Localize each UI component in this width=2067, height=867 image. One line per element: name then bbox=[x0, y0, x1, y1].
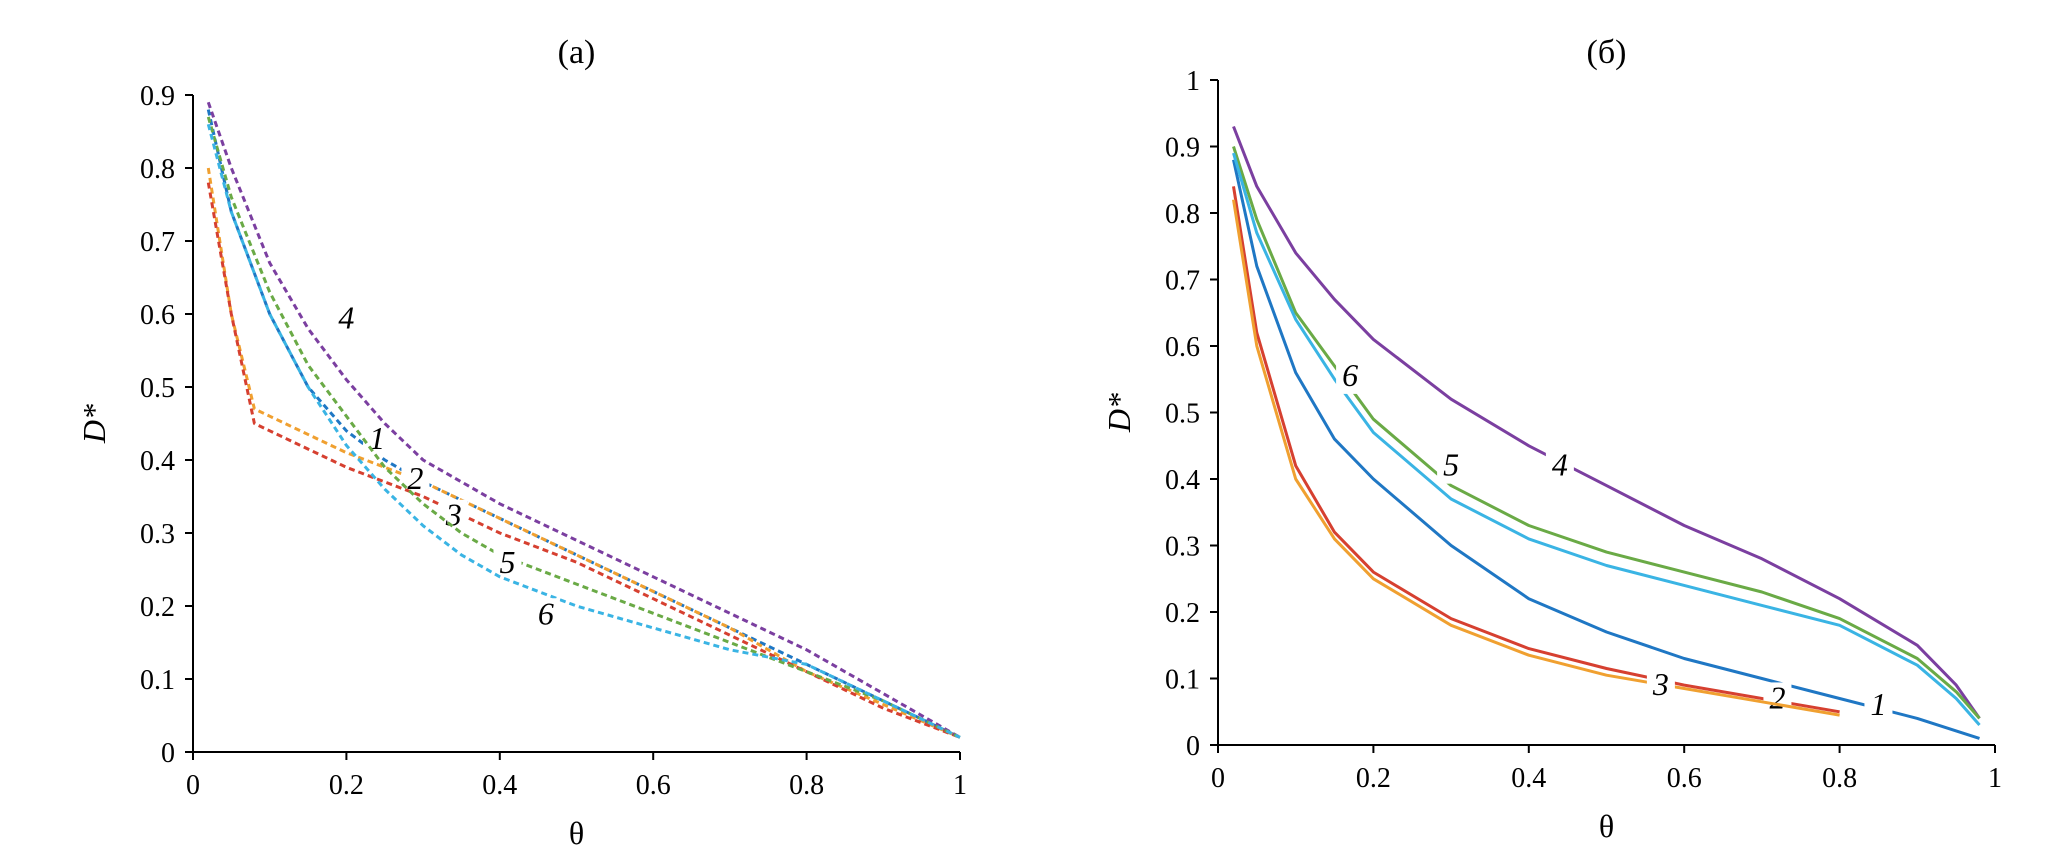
series-label-3: 3 bbox=[1652, 666, 1669, 702]
y-tick-label: 0.8 bbox=[1165, 199, 1200, 230]
series-label-backdrop bbox=[1864, 689, 1893, 724]
series-label-5: 5 bbox=[499, 544, 515, 580]
series-line-6 bbox=[206, 123, 961, 739]
series-label-6: 6 bbox=[1342, 357, 1358, 393]
series-line-2 bbox=[1232, 186, 1840, 714]
series-line-3 bbox=[206, 182, 961, 739]
series-line-1 bbox=[1232, 159, 1980, 740]
series-line-6 bbox=[1232, 152, 1981, 726]
series-label-backdrop bbox=[1437, 449, 1466, 484]
x-axis-label: θ bbox=[569, 815, 584, 851]
series-line-5 bbox=[206, 116, 961, 739]
x-tick-label: 0.4 bbox=[1511, 763, 1546, 794]
series-line-2 bbox=[206, 167, 961, 739]
y-axis-label: D* bbox=[1101, 393, 1137, 433]
y-tick-label: 0.5 bbox=[140, 373, 175, 404]
series-label-3: 3 bbox=[445, 497, 462, 533]
series-label-2: 2 bbox=[407, 460, 423, 496]
panel-b-chart: (б) 0 0.2 0.4 0.6 0.8 1 0 0.1 0.2 0.3 0.4 0.5 0.6 0.7 0… bbox=[1101, 34, 2002, 844]
x-tick-label: 0.2 bbox=[1356, 763, 1391, 794]
y-tick-label: 0.8 bbox=[140, 154, 175, 185]
series-label-backdrop bbox=[1545, 449, 1574, 484]
y-tick-label: 0.4 bbox=[140, 446, 175, 477]
panel-a-title: (а) bbox=[558, 34, 596, 71]
x-tick-label: 0.4 bbox=[482, 770, 517, 801]
series-label-1: 1 bbox=[369, 420, 385, 456]
x-tick-label: 0.6 bbox=[636, 770, 671, 801]
y-tick-label: 0.2 bbox=[140, 592, 175, 623]
y-tick-label: 0.7 bbox=[140, 227, 175, 258]
y-tick-label: 0.9 bbox=[140, 81, 175, 112]
series-label-1: 1 bbox=[1870, 686, 1886, 722]
series-line-4 bbox=[206, 101, 961, 739]
series-label-backdrop bbox=[439, 499, 468, 534]
series-label-backdrop bbox=[363, 423, 392, 458]
y-tick-label: 0.6 bbox=[140, 300, 175, 331]
series-label-5: 5 bbox=[1443, 447, 1459, 483]
x-tick-label: 0.8 bbox=[789, 770, 824, 801]
series-label-backdrop bbox=[1336, 359, 1365, 394]
y-tick-label: 0.1 bbox=[1165, 665, 1200, 696]
y-tick-label: 0.6 bbox=[1165, 332, 1200, 363]
y-tick-label: 0.2 bbox=[1165, 598, 1200, 629]
panel-a-chart: (а) 0 0.2 0.4 0.6 0.8 1 0 0.1 0.2 0.3 0.4 0.5 0.6 0.7 0… bbox=[76, 34, 967, 851]
series-label-backdrop bbox=[332, 302, 361, 337]
series-label-backdrop bbox=[1646, 669, 1675, 704]
series-label-6: 6 bbox=[538, 595, 554, 631]
series-label-2: 2 bbox=[1769, 679, 1785, 715]
series-label-4: 4 bbox=[338, 300, 354, 336]
y-tick-label: 0 bbox=[1186, 731, 1200, 762]
series-line-4 bbox=[1232, 125, 1981, 720]
series-label-backdrop bbox=[1763, 682, 1792, 717]
y-tick-label: 0.3 bbox=[1165, 532, 1200, 563]
x-tick-label: 0.8 bbox=[1822, 763, 1857, 794]
series-line-3 bbox=[1232, 199, 1840, 717]
y-tick-label: 0.7 bbox=[1165, 266, 1200, 297]
series-line-5 bbox=[1232, 146, 1981, 720]
y-axis-label: D* bbox=[76, 404, 112, 444]
y-tick-label: 1 bbox=[1186, 66, 1200, 97]
x-axis-label: θ bbox=[1599, 808, 1614, 844]
y-tick-label: 0.1 bbox=[140, 665, 175, 696]
series-line-1 bbox=[206, 109, 961, 739]
y-tick-label: 0.9 bbox=[1165, 133, 1200, 164]
y-tick-label: 0.4 bbox=[1165, 465, 1200, 496]
series-label-backdrop bbox=[531, 598, 560, 633]
x-tick-label: 0 bbox=[186, 770, 200, 801]
x-tick-label: 1 bbox=[953, 770, 967, 801]
x-tick-label: 1 bbox=[1988, 763, 2002, 794]
x-tick-label: 0.6 bbox=[1667, 763, 1702, 794]
y-tick-label: 0 bbox=[161, 738, 175, 769]
x-tick-label: 0.2 bbox=[329, 770, 364, 801]
y-tick-label: 0.3 bbox=[140, 519, 175, 550]
y-tick-label: 0.5 bbox=[1165, 399, 1200, 430]
x-tick-label: 0 bbox=[1211, 763, 1225, 794]
series-label-4: 4 bbox=[1552, 447, 1568, 483]
panel-b-title: (б) bbox=[1587, 34, 1627, 71]
